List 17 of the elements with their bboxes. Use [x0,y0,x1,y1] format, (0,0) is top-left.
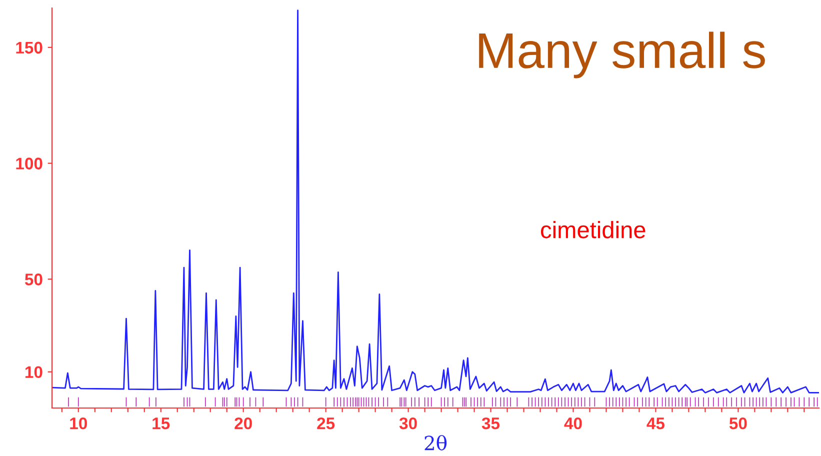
x-tick-label: 50 [729,417,747,430]
x-tick-label: 45 [646,418,665,430]
y-tick-label: 100 [16,158,42,170]
chart-title: Many small s [479,32,765,78]
x-tick-label: 40 [564,417,582,430]
annotation: cimetidine [541,220,646,238]
y-tick-label: 10 [25,366,42,378]
x-tick-label: 35 [482,417,500,430]
x-tick-label: 20 [234,417,252,430]
x-axis-title: 2θ [424,435,447,450]
x-tick-label: 10 [70,417,87,430]
x-tick-label: 25 [317,417,335,430]
y-tick-label: 150 [16,42,42,54]
line-series [52,10,819,394]
x-tick-label: 30 [399,417,417,430]
y-tick-label: 50 [24,274,42,286]
x-tick-label: 15 [152,418,170,430]
